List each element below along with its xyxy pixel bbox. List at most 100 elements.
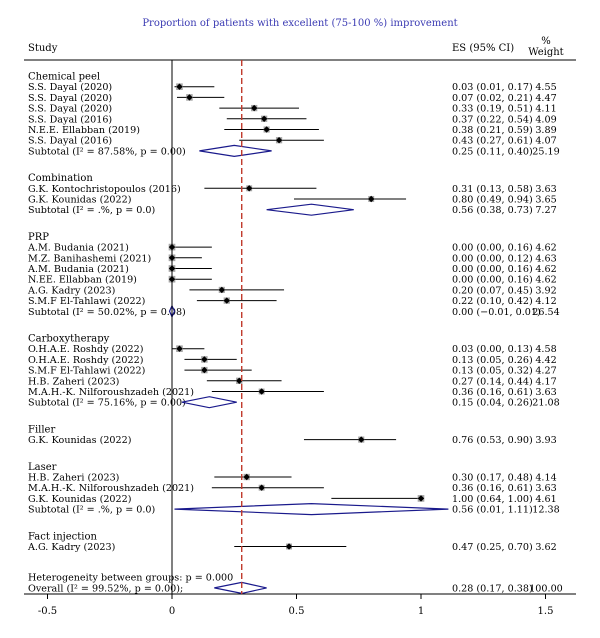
point-estimate	[218, 286, 225, 294]
overall-label: Overall (I² = 99.52%, p = 0.00);	[28, 583, 183, 594]
weight-text: 3.62	[535, 542, 556, 553]
point-estimate	[260, 115, 268, 122]
study-label: A.M. Budania (2021)	[27, 264, 129, 275]
study-label: N.EE. Ellabban (2019)	[28, 275, 137, 286]
subtotal-es-ci-text: 0.25 (0.11, 0.40)	[452, 146, 533, 157]
group-heading: Filler	[28, 424, 55, 435]
study-label: S.S. Dayal (2016)	[28, 136, 112, 147]
study-label: S.M.F El-Tahlawi (2022)	[28, 366, 145, 377]
weight-text: 4.61	[535, 494, 556, 505]
es-ci-text: 0.13 (0.05, 0.32)	[452, 366, 533, 377]
weight-column-header-bottom: Weight	[528, 47, 563, 58]
es-ci-text: 0.20 (0.07, 0.45)	[452, 285, 533, 296]
group-heading: PRP	[28, 232, 49, 243]
point-estimate	[368, 195, 375, 203]
es-ci-text: 0.37 (0.22, 0.54)	[452, 114, 533, 125]
weight-text: 4.07	[535, 136, 556, 147]
point-estimate	[236, 377, 243, 384]
study-label: S.S. Dayal (2020)	[28, 104, 112, 115]
study-label: M.Z. Banihashemi (2021)	[28, 253, 151, 264]
subtotal-diamond	[181, 396, 237, 409]
es-ci-text: 0.38 (0.21, 0.59)	[452, 125, 533, 136]
weight-text: 4.14	[535, 473, 556, 484]
subtotal-es-ci-text: 0.56 (0.01, 1.11)	[452, 505, 533, 516]
weight-text: 3.92	[535, 285, 556, 296]
point-estimate	[258, 484, 265, 491]
es-ci-text: 0.43 (0.27, 0.61)	[452, 136, 533, 147]
group-heading: Laser	[28, 462, 57, 473]
study-label: A.G. Kadry (2023)	[27, 542, 115, 553]
study-label: H.B. Zaheri (2023)	[28, 473, 119, 484]
point-estimate	[176, 83, 183, 90]
es-column-header: ES (95% CI)	[452, 43, 514, 54]
study-label: O.H.A.E. Roshdy (2022)	[28, 355, 143, 366]
group-heading: Combination	[28, 173, 93, 184]
x-tick-label: 0	[169, 606, 175, 617]
point-estimate	[263, 126, 270, 133]
point-estimate	[250, 104, 258, 112]
weight-text: 4.27	[535, 366, 556, 377]
subtotal-weight-text: 7.27	[535, 205, 556, 216]
point-estimate	[243, 473, 250, 481]
x-tick-label: 1.5	[538, 606, 554, 617]
weight-column-header-top: %	[541, 36, 551, 47]
point-estimate	[285, 543, 293, 550]
point-estimate	[201, 366, 208, 374]
es-ci-text: 0.00 (0.00, 0.16)	[452, 275, 533, 286]
overall-es-ci-text: 0.28 (0.17, 0.38)	[452, 583, 533, 594]
point-estimate	[186, 94, 193, 101]
subtotal-diamond	[266, 203, 354, 216]
weight-text: 4.17	[535, 376, 556, 387]
es-ci-text: 0.76 (0.53, 0.90)	[452, 435, 533, 446]
es-ci-text: 0.03 (0.01, 0.17)	[452, 82, 533, 93]
study-label: G.K. Kontochristopoulos (2016)	[28, 184, 181, 195]
study-label: H.B. Zaheri (2023)	[28, 376, 119, 387]
point-estimate	[201, 356, 208, 363]
x-tick-label: -0.5	[38, 606, 57, 617]
point-estimate	[245, 185, 253, 192]
weight-text: 4.58	[535, 344, 556, 355]
study-label: S.M.F El-Tahlawi (2022)	[28, 296, 145, 307]
point-estimate	[258, 388, 265, 395]
weight-text: 4.55	[535, 82, 556, 93]
study-label: G.K. Kounidas (2022)	[28, 494, 131, 505]
study-label: O.H.A.E. Roshdy (2022)	[28, 344, 143, 355]
weight-text: 4.47	[535, 93, 556, 104]
es-ci-text: 0.00 (0.00, 0.12)	[452, 253, 533, 264]
study-label: A.M. Budania (2021)	[27, 243, 129, 254]
group-heading: Fact injection	[28, 531, 98, 542]
study-column-header: Study	[28, 43, 58, 54]
subtotal-label: Subtotal (I² = .%, p = 0.0)	[28, 505, 155, 516]
es-ci-text: 0.22 (0.10, 0.42)	[452, 296, 533, 307]
es-ci-text: 1.00 (0.64, 1.00)	[452, 494, 533, 505]
es-ci-text: 0.03 (0.00, 0.13)	[452, 344, 533, 355]
weight-text: 3.65	[535, 195, 556, 206]
subtotal-es-ci-text: 0.00 (−0.01, 0.01)	[452, 307, 541, 318]
weight-text: 4.62	[535, 264, 556, 275]
weight-text: 4.62	[535, 243, 556, 254]
es-ci-text: 0.33 (0.19, 0.51)	[452, 104, 533, 115]
overall-weight-text: 100.00	[529, 583, 563, 594]
subtotal-weight-text: 25.19	[532, 146, 559, 157]
weight-text: 4.63	[535, 253, 556, 264]
subtotal-diamond	[199, 144, 272, 158]
es-ci-text: 0.36 (0.16, 0.61)	[452, 387, 533, 398]
subtotal-weight-text: 12.38	[532, 505, 559, 516]
weight-text: 4.62	[535, 275, 556, 286]
subtotal-label: Subtotal (I² = 75.16%, p = 0.00)	[28, 398, 186, 409]
point-estimate	[417, 495, 425, 502]
subtotal-es-ci-text: 0.15 (0.04, 0.26)	[452, 398, 533, 409]
chart-title: Proportion of patients with excellent (7…	[142, 18, 457, 29]
study-label: S.S. Dayal (2020)	[28, 82, 112, 93]
point-estimate	[223, 297, 230, 304]
study-label: G.K. Kounidas (2022)	[28, 435, 131, 446]
study-label: S.S. Dayal (2020)	[28, 93, 112, 104]
point-estimate	[275, 137, 283, 144]
group-heading: Carboxytherapy	[28, 334, 110, 345]
study-label: G.K. Kounidas (2022)	[28, 195, 131, 206]
overall-diamond	[214, 581, 267, 595]
es-ci-text: 0.00 (0.00, 0.16)	[452, 264, 533, 275]
weight-text: 4.11	[535, 104, 556, 115]
study-label: M.A.H.-K. Nilforoushzadeh (2021)	[28, 387, 194, 398]
subtotal-diamond	[174, 502, 449, 516]
